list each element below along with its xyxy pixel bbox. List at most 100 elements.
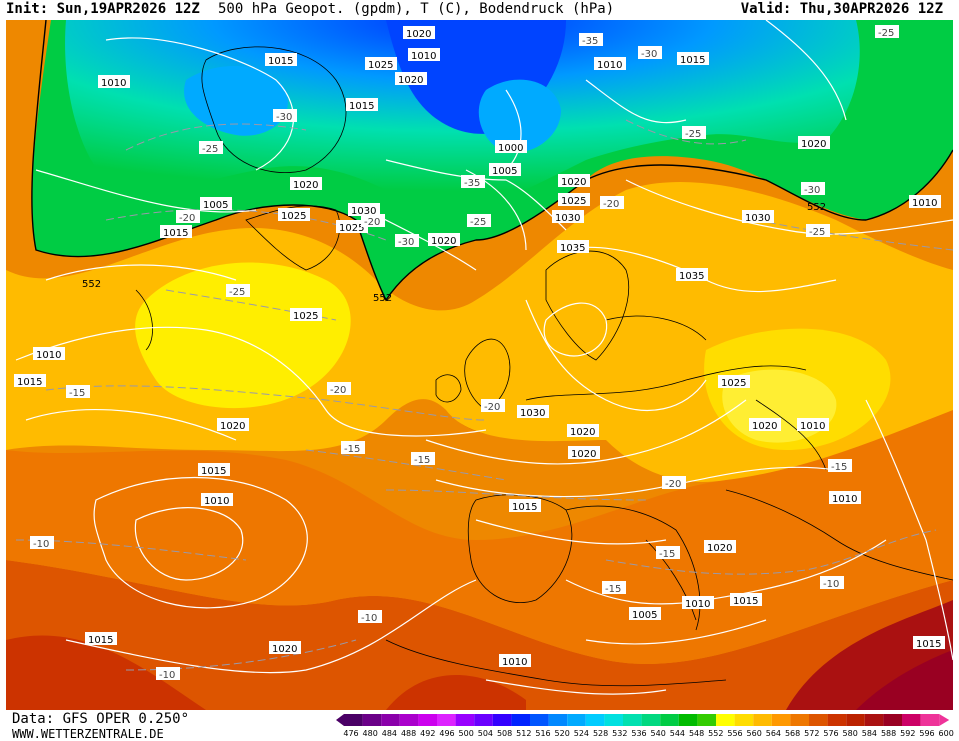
scale-tick-label: 504 <box>477 729 494 738</box>
isobar-label: 1025 <box>721 378 746 389</box>
scale-swatch <box>920 714 940 726</box>
cold-pool-atlantic <box>135 262 351 409</box>
contour-label: 552 <box>82 279 101 290</box>
isobar-label: 1010 <box>685 599 710 610</box>
temp-label: -30 <box>804 185 820 196</box>
scale-tick-label: 588 <box>880 729 897 738</box>
isobar-label: 1025 <box>293 311 318 322</box>
isobar-label: 1010 <box>101 78 126 89</box>
scale-tick-label: 556 <box>727 729 743 738</box>
scale-arrow-low <box>336 714 344 726</box>
scale-swatch <box>902 714 921 726</box>
temp-label: -15 <box>344 444 360 455</box>
scale-swatch <box>827 714 847 726</box>
temp-label: -15 <box>69 388 85 399</box>
scale-tick-label: 600 <box>938 729 954 738</box>
scale-swatch <box>771 714 791 726</box>
weather-map: 1010 1015 1020 1010 1025 1020 1015 1000 … <box>6 20 953 710</box>
isobar-label: 1025 <box>281 211 306 222</box>
scale-swatch <box>846 714 865 726</box>
scale-tick-label: 548 <box>688 729 705 738</box>
scale-tick-label: 592 <box>900 729 916 738</box>
scale-tick-label: 544 <box>669 729 686 738</box>
scale-tick-label: 500 <box>458 729 474 738</box>
scale-tick-label: 580 <box>842 729 858 738</box>
isobar-label: 1015 <box>88 635 113 646</box>
isobar-label: 1015 <box>349 101 374 112</box>
temp-label: -15 <box>659 549 675 560</box>
isobar-labels: 1010 1015 1020 1010 1025 1020 1015 1000 … <box>14 26 945 668</box>
scale-swatch <box>437 714 456 726</box>
isobar-label: 1025 <box>368 60 393 71</box>
scale-tick-label: 492 <box>420 729 436 738</box>
scale-tick-label: 528 <box>592 729 609 738</box>
scale-tick-label: 476 <box>343 729 359 738</box>
isobar-label: 1010 <box>204 496 229 507</box>
temp-label: -35 <box>464 178 480 189</box>
isobar-label: 1020 <box>752 421 777 432</box>
contour-label: 552 <box>807 202 826 213</box>
temp-label: -30 <box>641 49 657 60</box>
temp-label: -25 <box>685 129 701 140</box>
valid-time: Valid: Thu,30APR2026 12Z <box>740 1 943 17</box>
isobar-label: 1020 <box>707 543 732 554</box>
header-bar: Init: Sun,19APR2026 12Z 500 hPa Geopot. … <box>0 0 959 20</box>
isobar-label: 1030 <box>351 206 376 217</box>
scale-swatch <box>548 714 568 726</box>
isobar-label: 1030 <box>555 213 580 224</box>
temp-label: -20 <box>364 217 380 228</box>
temp-label: -10 <box>33 539 49 550</box>
isobar-label: 1015 <box>268 56 293 67</box>
isobar-label: 1010 <box>800 421 825 432</box>
scale-swatch <box>753 714 772 726</box>
isobar-label: 1010 <box>912 198 937 209</box>
scale-swatch <box>883 714 902 726</box>
isobar-label: 1015 <box>916 639 941 650</box>
scale-arrow-high <box>939 714 950 726</box>
isobar-label: 1010 <box>832 494 857 505</box>
scale-tick-label: 516 <box>535 729 551 738</box>
isobar-label: 1020 <box>293 180 318 191</box>
scale-tick-label: 540 <box>650 729 666 738</box>
scale-swatch <box>418 714 437 726</box>
isobar-label: 1000 <box>498 143 523 154</box>
temp-label: -10 <box>361 613 377 624</box>
temp-label: -10 <box>159 670 175 681</box>
temp-label: -30 <box>276 112 292 123</box>
isobar-label: 1020 <box>398 75 423 86</box>
scale-swatch <box>660 714 679 726</box>
scale-tick-label: 508 <box>496 729 513 738</box>
temp-label: -15 <box>414 455 430 466</box>
temp-label: -25 <box>470 217 486 228</box>
isobar-label: 1015 <box>163 228 188 239</box>
contour-552 <box>31 20 953 302</box>
temp-label: -20 <box>179 213 195 224</box>
temp-label: -10 <box>823 579 839 590</box>
scale-swatch <box>734 714 754 726</box>
scale-tick-label: 524 <box>573 729 590 738</box>
isobar-label: 1020 <box>571 449 596 460</box>
temp-label: -25 <box>202 144 218 155</box>
isobar-label: 1010 <box>411 51 436 62</box>
temp-label: -25 <box>878 28 894 39</box>
scale-swatch <box>697 714 716 726</box>
scale-swatch <box>399 714 419 726</box>
isobar-label: 1020 <box>801 139 826 150</box>
isobar-label: 1015 <box>512 502 537 513</box>
scale-tick-label: 568 <box>784 729 801 738</box>
isobar-label: 1035 <box>679 271 704 282</box>
scale-swatch <box>567 714 586 726</box>
isobar-label: 1010 <box>502 657 527 668</box>
scale-tick-label: 572 <box>804 729 820 738</box>
scale-swatch <box>511 714 530 726</box>
isobar-label: 1020 <box>431 236 456 247</box>
scale-tick-label: 512 <box>516 729 532 738</box>
map-canvas: 1010 1015 1020 1010 1025 1020 1015 1000 … <box>6 20 953 710</box>
isobar-label: 1010 <box>36 350 61 361</box>
contour-label: 552 <box>373 293 392 304</box>
isobar-label: 1005 <box>203 200 228 211</box>
isobar-label: 1005 <box>632 610 657 621</box>
scale-swatch <box>641 714 661 726</box>
scale-tick-label: 488 <box>400 729 417 738</box>
isobar-label: 1020 <box>406 29 431 40</box>
